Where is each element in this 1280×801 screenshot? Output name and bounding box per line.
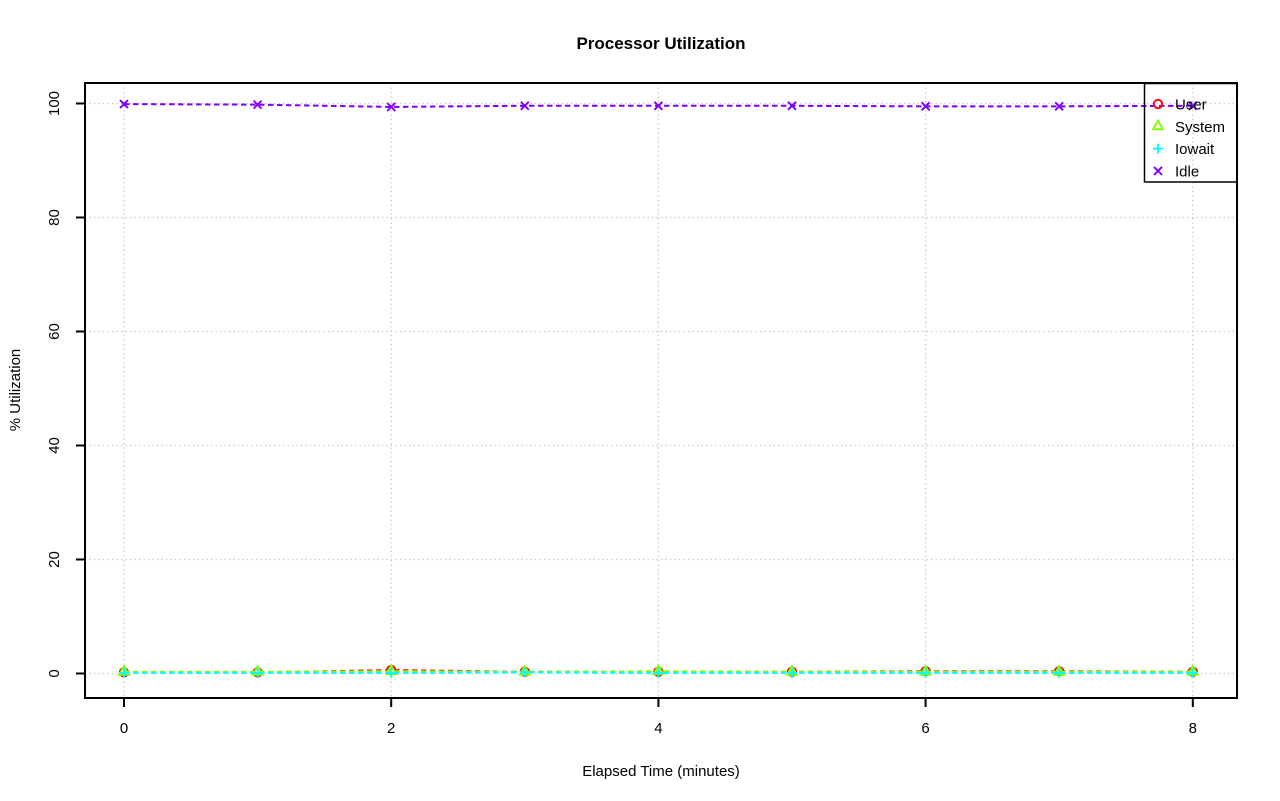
data-point-iowait bbox=[252, 667, 263, 678]
data-point-iowait bbox=[1187, 667, 1198, 678]
data-series-layer bbox=[117, 99, 1200, 678]
x-tick-label: 2 bbox=[387, 720, 395, 737]
legend-label-system: System bbox=[1175, 119, 1225, 136]
legend-marker-system bbox=[1151, 118, 1165, 131]
legend-entry-system: System bbox=[1151, 118, 1225, 136]
data-point-idle bbox=[386, 102, 396, 112]
data-point-idle bbox=[920, 101, 931, 112]
data-point-idle bbox=[1188, 101, 1198, 111]
x-axis-title: Elapsed Time (minutes) bbox=[582, 763, 740, 780]
legend-entry-iowait: Iowait bbox=[1153, 141, 1215, 158]
y-tick-label: 40 bbox=[46, 437, 63, 454]
y-tick-label: 80 bbox=[46, 209, 63, 226]
data-point-iowait bbox=[386, 667, 397, 678]
chart-title: Processor Utilization bbox=[576, 34, 745, 53]
grid-layer bbox=[85, 83, 1237, 698]
legend-label-user: User bbox=[1175, 97, 1207, 114]
data-point-idle bbox=[252, 99, 263, 110]
data-point-idle bbox=[1054, 101, 1064, 112]
x-tick-label: 6 bbox=[921, 720, 929, 737]
data-point-idle bbox=[520, 101, 530, 111]
data-point-iowait bbox=[653, 667, 664, 678]
legend-entry-user: User bbox=[1152, 97, 1207, 114]
data-point-iowait bbox=[787, 667, 797, 678]
data-point-idle bbox=[653, 101, 664, 111]
legend: User System Iowait Idle bbox=[1143, 82, 1238, 183]
data-point-idle bbox=[787, 101, 797, 111]
data-point-iowait bbox=[519, 667, 530, 678]
plot-border-box bbox=[84, 82, 1238, 699]
y-tick-label: 100 bbox=[46, 91, 63, 116]
legend-entry-idle: Idle bbox=[1153, 163, 1199, 180]
y-tick-label: 0 bbox=[46, 669, 63, 677]
legend-label-iowait: Iowait bbox=[1175, 141, 1215, 158]
y-axis-title: % Utilization bbox=[7, 349, 24, 432]
legend-marker-user bbox=[1152, 98, 1164, 110]
legend-marker-idle bbox=[1153, 166, 1163, 176]
data-point-iowait bbox=[119, 667, 129, 678]
y-tick-label: 20 bbox=[46, 551, 63, 568]
x-tick-label: 0 bbox=[120, 720, 128, 737]
legend-marker-iowait bbox=[1153, 143, 1163, 154]
legend-box bbox=[1143, 82, 1238, 183]
x-tick-label: 4 bbox=[654, 720, 662, 737]
x-tick-label: 8 bbox=[1189, 720, 1197, 737]
legend-label-idle: Idle bbox=[1175, 163, 1199, 180]
data-point-iowait bbox=[1054, 667, 1065, 678]
y-tick-label: 60 bbox=[46, 323, 63, 340]
data-point-iowait bbox=[920, 667, 931, 678]
data-point-idle bbox=[119, 99, 129, 109]
